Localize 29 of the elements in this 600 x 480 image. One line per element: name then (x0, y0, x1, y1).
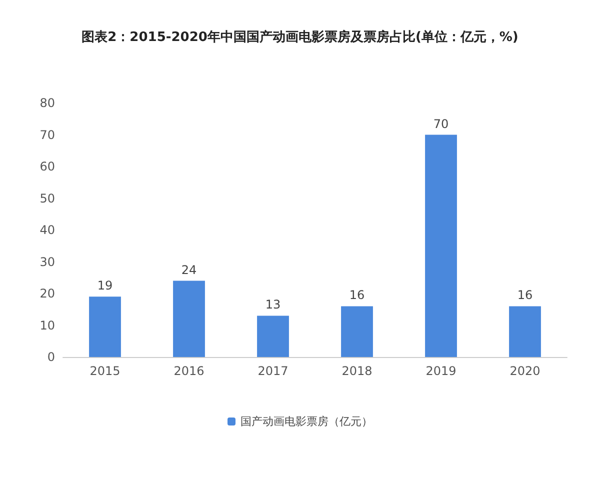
x-tick-label: 2016 (174, 364, 204, 378)
x-tick-label: 2020 (510, 364, 540, 378)
y-tick-label: 10 (40, 318, 55, 332)
y-tick-label: 40 (40, 223, 55, 237)
legend-label: 国产动画电影票房（亿元） (240, 415, 372, 428)
data-label: 13 (265, 298, 281, 312)
data-label: 70 (433, 116, 449, 131)
y-tick-label: 30 (40, 254, 55, 269)
y-tick-label: 70 (40, 128, 55, 142)
data-label: 24 (181, 262, 197, 277)
bar (257, 316, 289, 357)
bar (425, 134, 457, 357)
y-tick-label: 80 (40, 96, 55, 110)
bar (509, 306, 541, 357)
y-tick-label: 20 (40, 286, 55, 300)
x-tick-label: 2019 (426, 364, 456, 378)
bar (173, 280, 205, 357)
bar (341, 306, 373, 357)
y-tick-label: 50 (40, 191, 55, 206)
data-label: 16 (517, 288, 533, 302)
data-label: 19 (97, 278, 113, 293)
x-tick-label: 2017 (258, 364, 288, 378)
y-tick-label: 60 (40, 160, 55, 174)
data-label: 16 (349, 288, 365, 302)
x-tick-label: 2018 (342, 364, 372, 378)
chart-title: 图表2：2015-2020年中国国产动画电影票房及票房占比(单位：亿元，%) (82, 29, 518, 45)
x-tick-label: 2015 (90, 364, 120, 378)
y-tick-label: 0 (47, 350, 55, 364)
bar (89, 296, 121, 357)
